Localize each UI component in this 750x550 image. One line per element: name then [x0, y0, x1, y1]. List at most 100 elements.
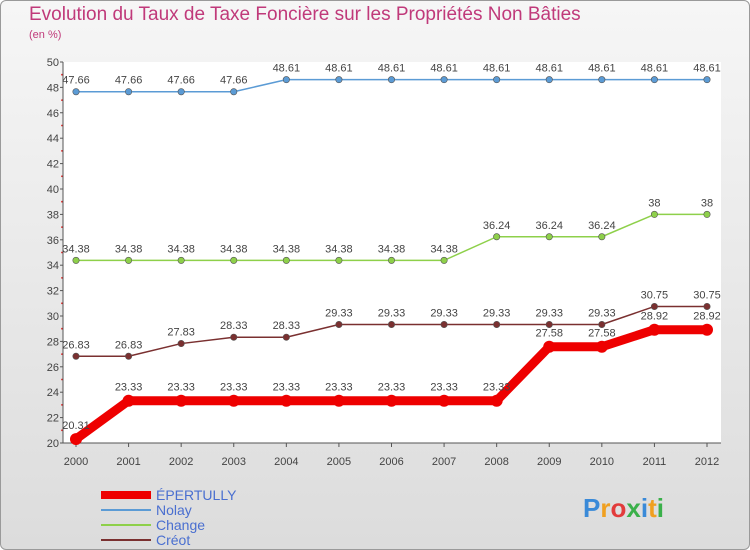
series-epertully: 20.31 23.33 23.33 23.33 23.33 23.33 23.33 23.33… [62, 311, 721, 446]
data-point [230, 88, 238, 96]
y-minor-tick [61, 175, 63, 178]
x-tick-label: 2004 [274, 456, 298, 468]
x-tick-label: 2001 [116, 456, 140, 468]
data-point [701, 323, 713, 336]
legend-label: Change [156, 517, 205, 533]
data-label: 34.38 [325, 243, 353, 255]
data-label: 23.33 [220, 382, 248, 394]
data-label: 48.61 [641, 63, 669, 75]
data-point [440, 256, 448, 264]
legend-label: Créot [156, 532, 190, 548]
plot-area [63, 62, 721, 443]
y-tick-label: 30 [47, 311, 59, 323]
data-point [227, 394, 240, 407]
data-label: 34.38 [167, 243, 195, 255]
data-point [438, 394, 451, 407]
data-point [595, 340, 608, 353]
data-label: 28.33 [220, 320, 248, 332]
x-tick-label: 2007 [432, 456, 456, 468]
data-point [335, 321, 343, 329]
data-label: 29.33 [535, 308, 563, 320]
data-label: 23.33 [115, 382, 143, 394]
y-tick-label: 40 [47, 184, 59, 196]
data-point [70, 433, 82, 446]
data-label: 47.66 [220, 75, 248, 87]
data-point [177, 88, 185, 96]
y-minor-tick [61, 99, 63, 101]
y-minor-tick [61, 353, 63, 355]
x-tick-label: 2010 [590, 456, 614, 468]
data-point [72, 88, 80, 96]
y-minor-tick [61, 226, 63, 229]
series-change: 34.38 34.38 34.38 34.38 34.38 34.38 34.38 34.38… [62, 197, 713, 264]
data-point [230, 256, 238, 264]
data-point [598, 76, 606, 84]
data-point [440, 76, 448, 84]
data-point [493, 321, 501, 329]
series-nolay: 47.66 47.66 47.66 47.66 48.61 48.61 48.61 48.61… [62, 63, 721, 96]
data-point [282, 256, 290, 264]
data-label: 23.33 [273, 382, 301, 394]
data-label: 29.33 [483, 308, 511, 320]
data-point [545, 233, 553, 241]
data-label: 48.61 [588, 63, 616, 75]
data-point [703, 76, 711, 84]
y-minor-tick [61, 404, 63, 406]
data-label: 23.33 [378, 382, 406, 394]
data-label: 48.61 [378, 63, 406, 75]
y-tick-label: 44 [47, 133, 59, 145]
data-point [335, 76, 343, 84]
x-tick-label: 2009 [537, 456, 561, 468]
x-tick-label: 2011 [643, 456, 667, 468]
x-tick-label: 2002 [169, 456, 193, 468]
y-tick-label: 26 [47, 362, 59, 374]
data-point [543, 340, 556, 353]
x-tick-label: 2006 [379, 456, 403, 468]
data-point [598, 321, 606, 329]
data-label: 26.83 [115, 339, 143, 351]
data-point [72, 256, 80, 264]
y-minor-tick [61, 429, 63, 432]
y-minor-tick [61, 200, 63, 203]
data-label: 38 [648, 197, 660, 209]
data-point [177, 256, 185, 264]
y-tick-label: 50 [47, 57, 59, 69]
data-label: 28.92 [641, 311, 669, 323]
data-point [545, 76, 553, 84]
y-tick-label: 32 [47, 286, 59, 298]
y-tick-label: 36 [47, 235, 59, 247]
y-minor-tick [61, 327, 63, 330]
x-tick-label: 2003 [222, 456, 246, 468]
data-label: 23.33 [167, 382, 195, 394]
data-point [440, 321, 448, 329]
data-label: 47.66 [115, 75, 143, 87]
data-point [493, 76, 501, 84]
y-tick-label: 20 [47, 438, 59, 450]
data-point [703, 210, 711, 218]
data-point [650, 76, 658, 84]
data-label: 48.61 [535, 63, 563, 75]
x-tick-label: 2005 [327, 456, 351, 468]
data-point [122, 394, 135, 407]
y-minor-tick [61, 302, 63, 305]
data-point [177, 340, 185, 348]
data-point [387, 321, 395, 329]
y-tick-label: 46 [47, 108, 59, 120]
data-point [230, 333, 238, 341]
data-label: 23.33 [325, 382, 353, 394]
data-point [335, 256, 343, 264]
data-label: 48.61 [483, 63, 511, 75]
data-point [280, 394, 293, 407]
data-label: 38 [701, 197, 713, 209]
legend-label: Nolay [156, 502, 192, 518]
data-point [703, 302, 711, 310]
data-point [545, 321, 553, 329]
y-tick-label: 22 [47, 413, 59, 425]
data-label: 27.58 [588, 328, 616, 340]
data-label: 29.33 [430, 308, 458, 320]
data-point [387, 256, 395, 264]
data-label: 48.61 [430, 63, 458, 75]
data-label: 20.31 [62, 420, 90, 432]
data-label: 34.38 [115, 243, 143, 255]
